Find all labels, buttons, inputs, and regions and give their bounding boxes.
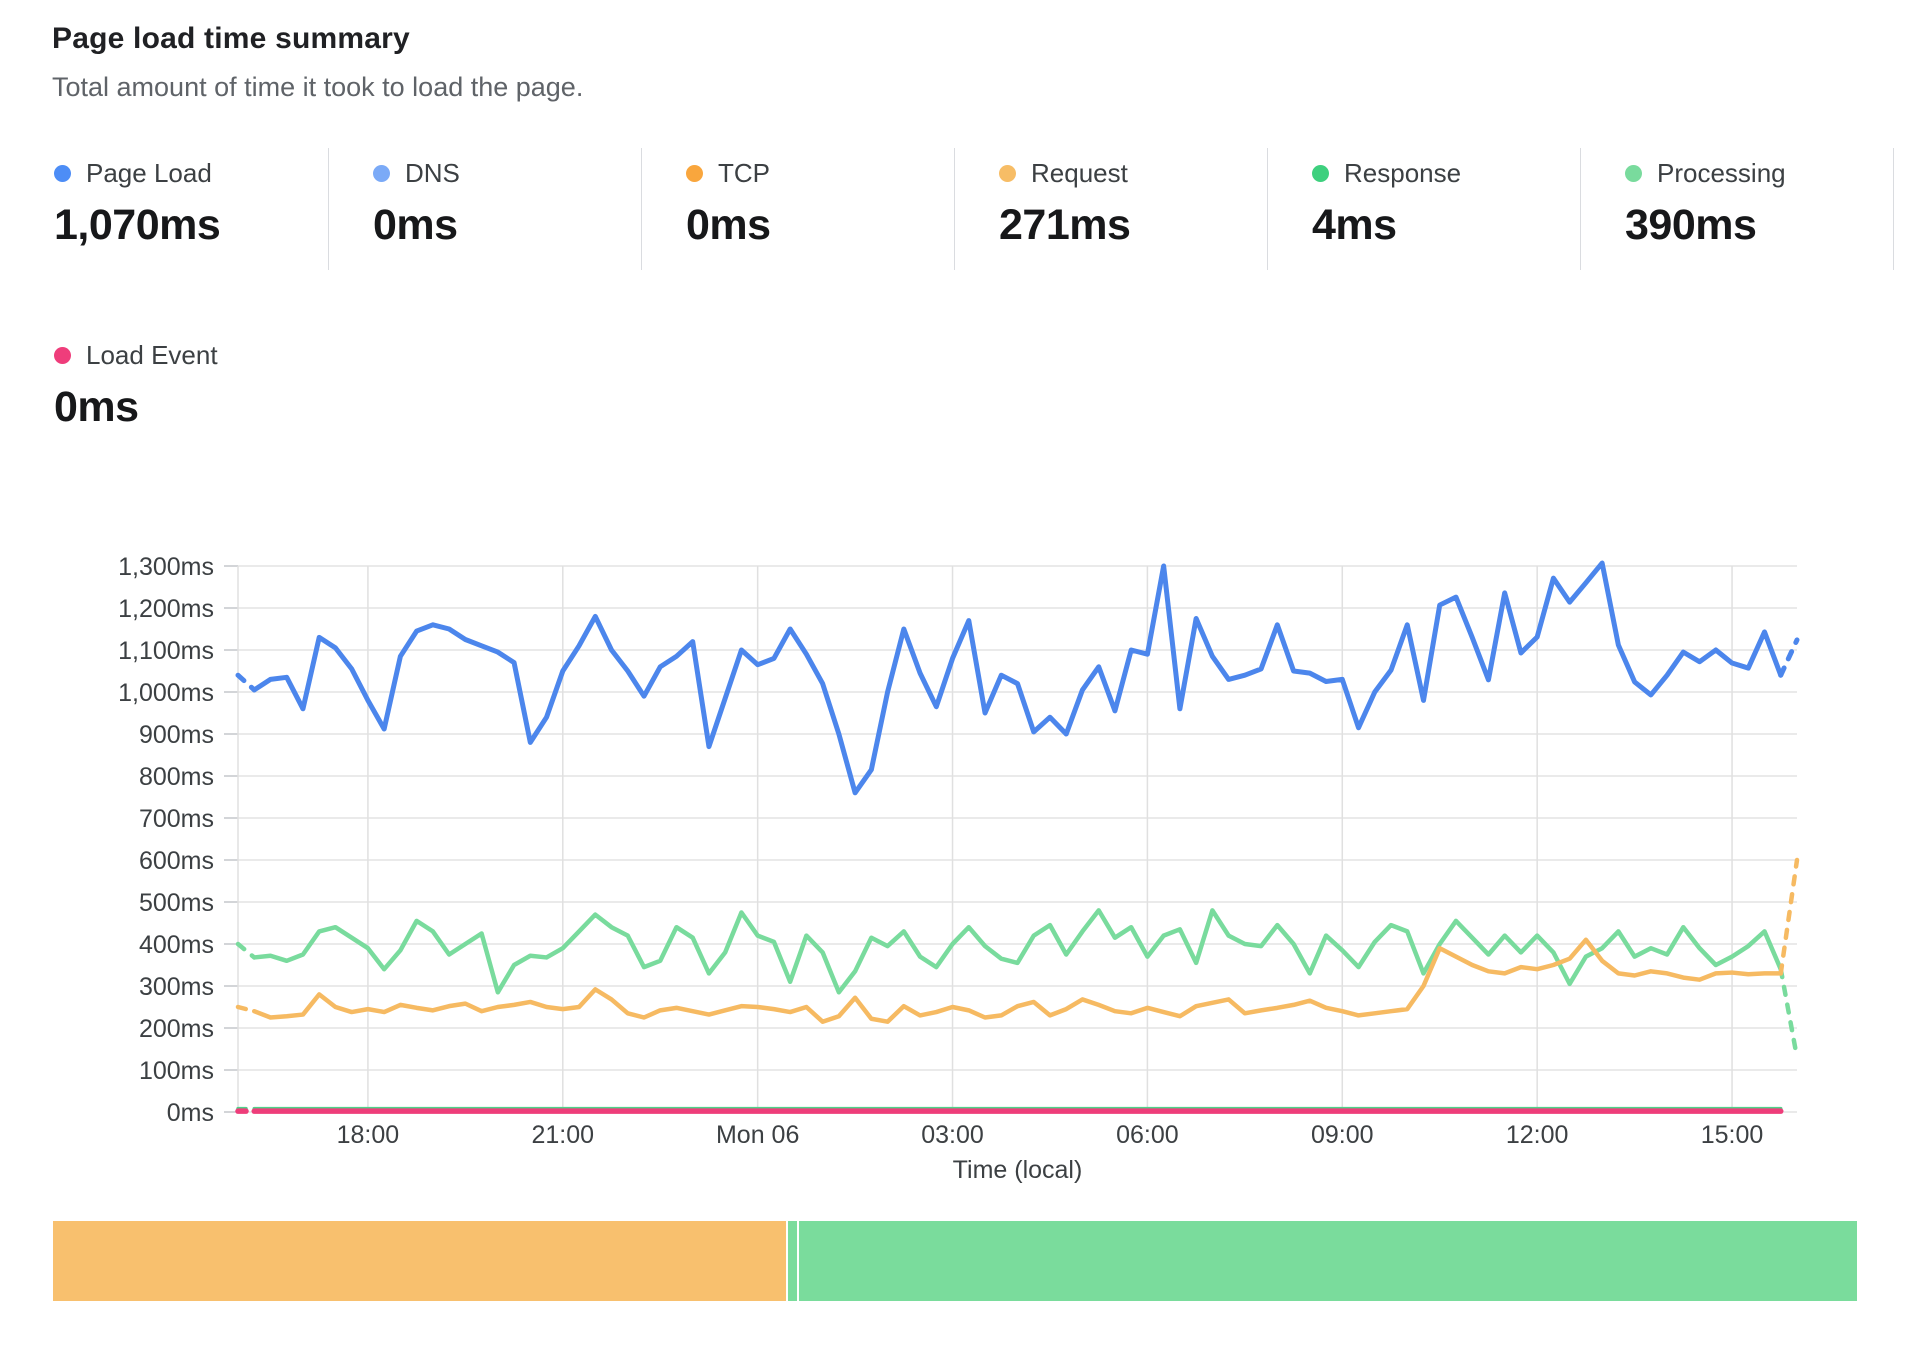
x-tick-label: 09:00 — [1311, 1121, 1374, 1149]
load-event-legend-dot-icon — [54, 347, 71, 364]
request-legend-dot-icon — [999, 165, 1016, 182]
page-subtitle: Total amount of time it took to load the… — [52, 72, 584, 102]
processing-legend-dot-icon — [1625, 165, 1642, 182]
dns-legend-dot-icon — [373, 165, 390, 182]
stat-load-event: Load Event 0ms — [54, 340, 218, 432]
series-line-processing-dashed — [1778, 966, 1800, 1060]
series-line-page-load — [251, 560, 1784, 796]
tcp-legend-dot-icon — [686, 165, 703, 182]
x-tick-label: 06:00 — [1116, 1121, 1179, 1149]
y-tick-label: 1,200ms — [118, 595, 214, 623]
x-tick-label: 18:00 — [337, 1121, 400, 1149]
stat-dns: DNS 0ms — [329, 148, 642, 270]
stat-value: 390ms — [1625, 201, 1757, 249]
line-chart[interactable]: 0ms 100ms 200ms 300ms 400ms 500ms 600ms 700ms 80… — [0, 430, 1910, 1220]
stat-label: Processing — [1657, 158, 1786, 188]
stats-legend-row: Page Load 1,070ms DNS 0ms TCP 0ms Reques… — [50, 148, 1894, 270]
stat-label: Load Event — [86, 340, 218, 370]
stat-response: Response 4ms — [1268, 148, 1581, 270]
y-tick-label: 300ms — [139, 973, 214, 1001]
chart-svg[interactable]: 0ms 100ms 200ms 300ms 400ms 500ms 600ms 700ms 80… — [0, 430, 1910, 1220]
stat-value: 0ms — [686, 201, 771, 249]
stat-page-load: Page Load 1,070ms — [50, 148, 329, 270]
y-tick-label: 800ms — [139, 763, 214, 791]
stat-label: Page Load — [86, 158, 212, 188]
stat-value: 0ms — [54, 383, 139, 431]
stat-processing: Processing 390ms — [1581, 148, 1894, 270]
stat-label: Response — [1344, 158, 1462, 188]
series-line-processing-dashed — [235, 941, 257, 960]
y-tick-label: 0ms — [167, 1099, 214, 1127]
y-tick-label: 1,100ms — [118, 637, 214, 665]
y-tick-label: 700ms — [139, 805, 214, 833]
y-tick-label: 500ms — [139, 889, 214, 917]
stat-label: Request — [1031, 158, 1128, 188]
y-tick-label: 200ms — [139, 1015, 214, 1043]
y-tick-label: 1,000ms — [118, 679, 214, 707]
stat-value: 4ms — [1312, 201, 1397, 249]
stat-value: 271ms — [999, 201, 1131, 249]
x-tick-label: 15:00 — [1701, 1121, 1764, 1149]
x-tick-label: 12:00 — [1506, 1121, 1569, 1149]
stat-request: Request 271ms — [955, 148, 1268, 270]
series-line-request-dashed — [1778, 857, 1800, 976]
response-legend-dot-icon — [1312, 165, 1329, 182]
y-tick-label: 900ms — [139, 721, 214, 749]
y-tick-label: 1,300ms — [118, 553, 214, 581]
status-timeline-bar — [53, 1221, 1857, 1301]
x-tick-label: Mon 06 — [716, 1121, 799, 1149]
status-bar-segment-1 — [788, 1221, 797, 1301]
series-line-processing — [251, 908, 1784, 995]
stat-value: 0ms — [373, 201, 458, 249]
x-tick-label: 03:00 — [921, 1121, 984, 1149]
y-tick-label: 100ms — [139, 1057, 214, 1085]
x-axis-title: Time (local) — [953, 1156, 1083, 1184]
page-title: Page load time summary — [52, 22, 410, 55]
stat-label: TCP — [718, 158, 770, 188]
y-tick-label: 600ms — [139, 847, 214, 875]
page-load-legend-dot-icon — [54, 165, 71, 182]
x-tick-label: 21:00 — [532, 1121, 595, 1149]
y-tick-label: 400ms — [139, 931, 214, 959]
series-line-request — [251, 937, 1784, 1024]
series-line-request-dashed — [235, 1004, 257, 1014]
series-line-page-load-dashed — [1778, 637, 1800, 678]
series-line-page-load-dashed — [235, 672, 257, 693]
stat-value: 1,070ms — [54, 201, 221, 249]
stat-tcp: TCP 0ms — [642, 148, 955, 270]
status-bar-segment-2 — [799, 1221, 1857, 1301]
stat-label: DNS — [405, 158, 460, 188]
status-bar-segment-0 — [53, 1221, 786, 1301]
